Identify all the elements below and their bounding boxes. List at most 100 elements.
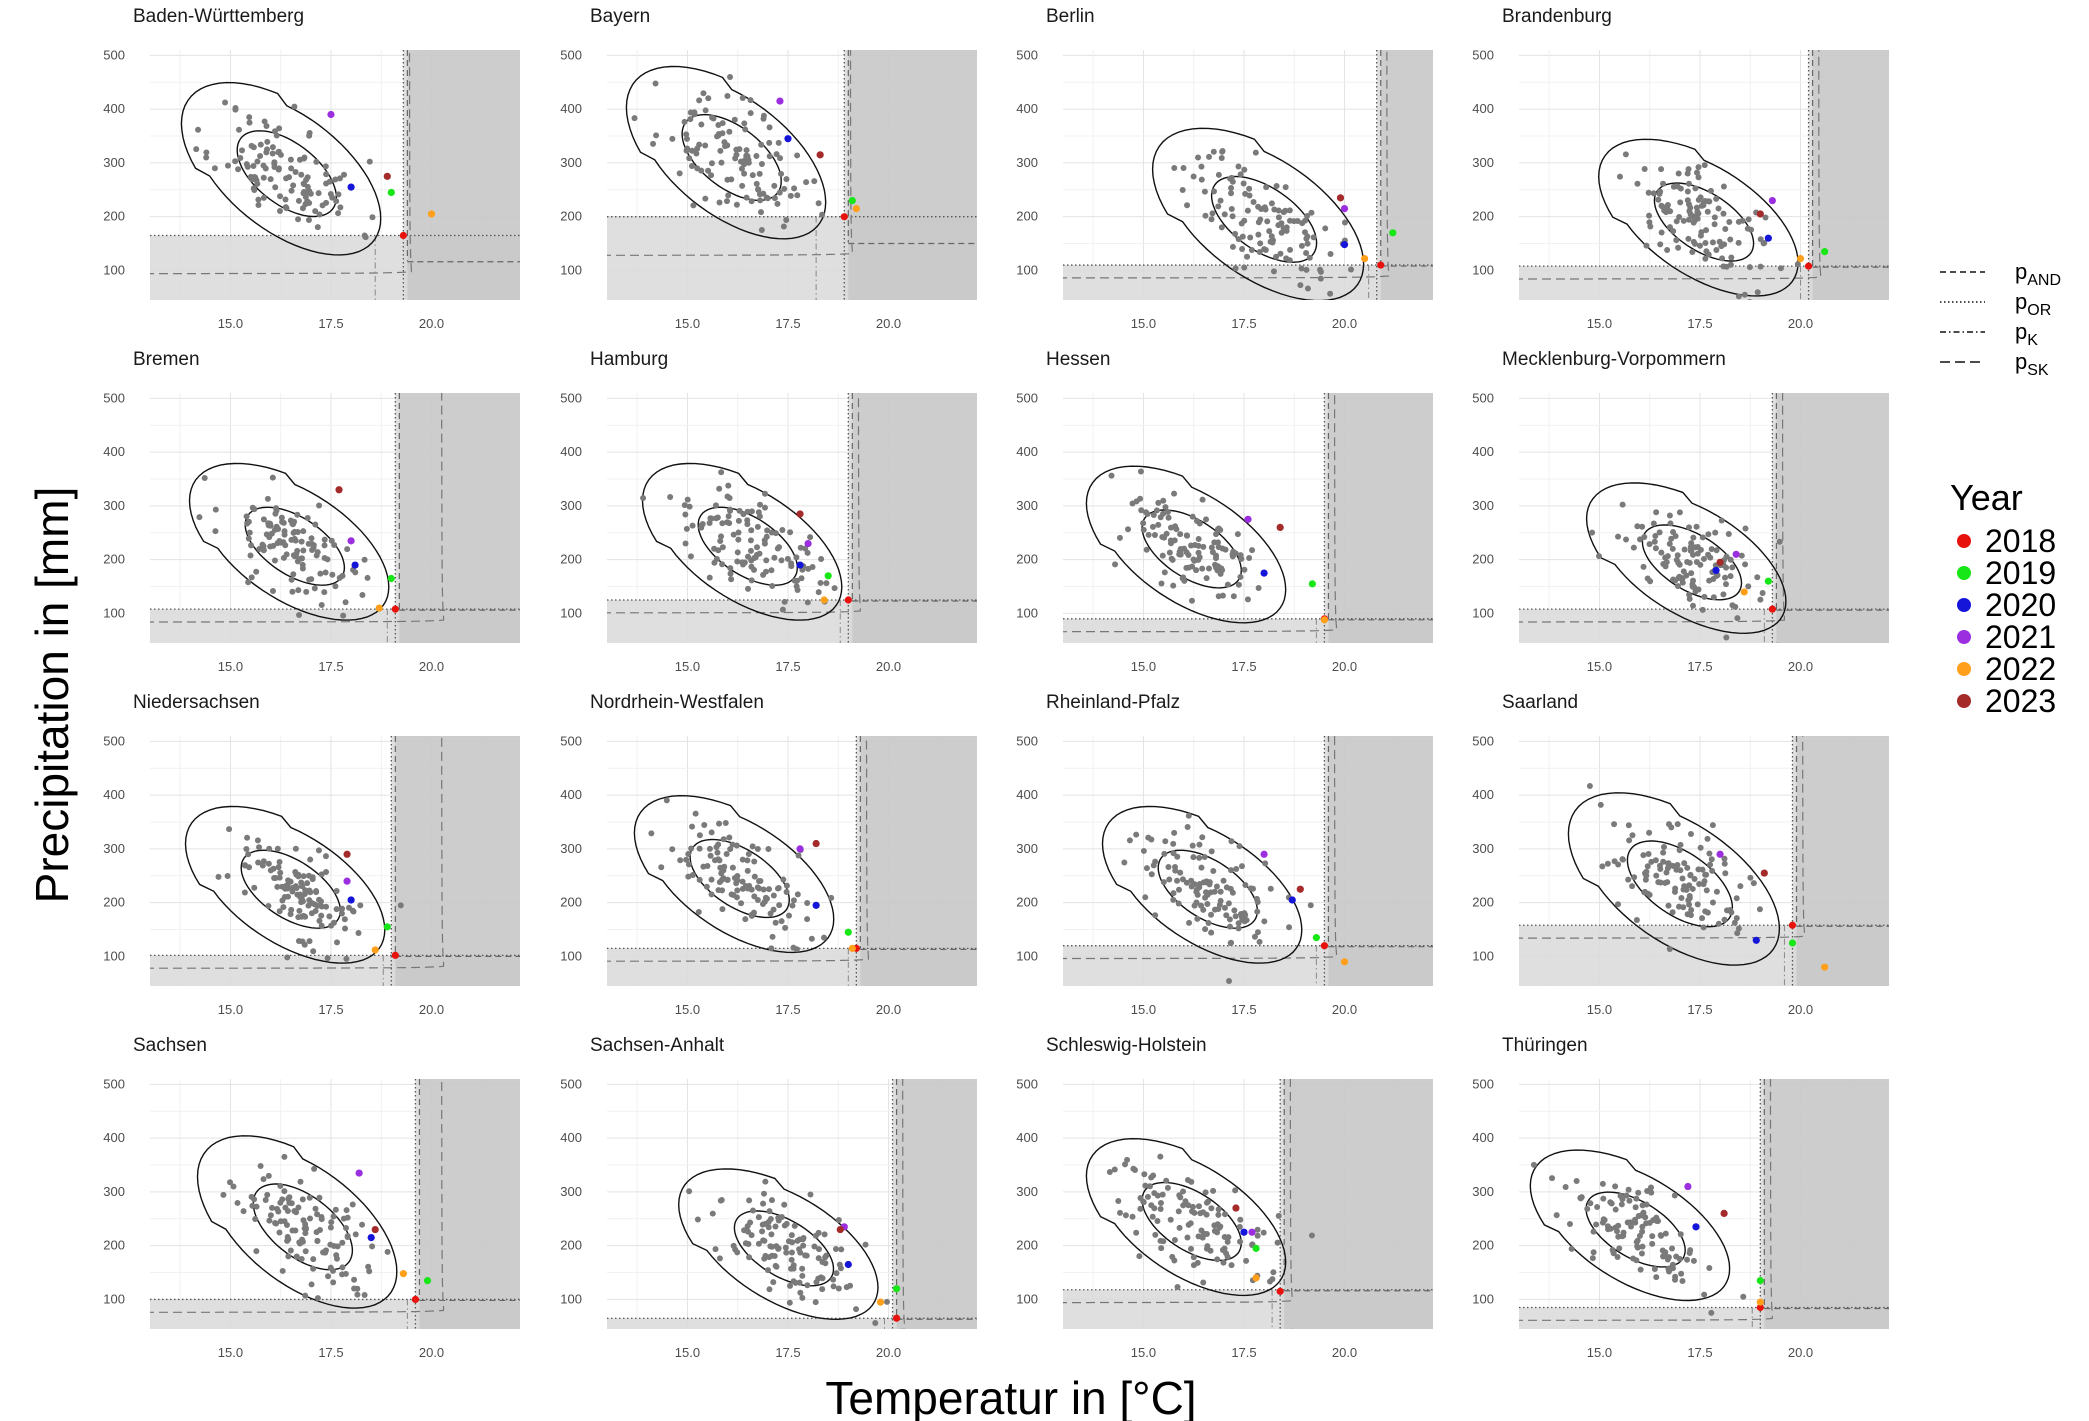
data-point xyxy=(772,530,779,537)
data-point xyxy=(302,1248,309,1255)
data-point xyxy=(324,556,331,563)
data-point xyxy=(1229,178,1236,185)
data-point xyxy=(369,214,376,221)
data-point xyxy=(1144,1193,1151,1200)
data-point xyxy=(739,182,746,189)
data-point xyxy=(1665,902,1672,909)
data-point xyxy=(789,1239,796,1246)
data-point xyxy=(1229,213,1236,220)
data-point xyxy=(744,1223,751,1230)
data-point xyxy=(1194,915,1201,922)
data-point xyxy=(1626,1197,1633,1204)
x-tick-label: 17.5 xyxy=(318,1002,343,1017)
data-point xyxy=(788,1256,795,1263)
historical-points xyxy=(631,73,826,234)
data-point xyxy=(335,191,342,198)
data-point xyxy=(1226,916,1233,923)
data-point xyxy=(1224,1238,1231,1245)
data-point xyxy=(650,140,657,147)
data-point xyxy=(288,536,295,543)
data-point xyxy=(364,574,371,581)
and-region xyxy=(1328,736,1433,986)
data-point xyxy=(759,900,766,907)
data-point xyxy=(1688,570,1695,577)
data-point xyxy=(241,862,248,869)
data-point xyxy=(276,908,283,915)
data-point xyxy=(696,141,703,148)
data-point xyxy=(1196,881,1203,888)
data-point xyxy=(1308,209,1315,216)
data-point xyxy=(1164,508,1171,515)
data-point xyxy=(690,202,697,209)
data-point xyxy=(1686,524,1693,531)
data-point xyxy=(1630,544,1637,551)
data-point xyxy=(1651,1265,1658,1272)
data-point xyxy=(724,493,731,500)
data-point xyxy=(1687,871,1694,878)
data-point xyxy=(349,1201,356,1208)
data-point xyxy=(1180,1188,1187,1195)
data-point xyxy=(1648,1189,1655,1196)
historical-points xyxy=(686,1178,890,1326)
data-point xyxy=(804,899,811,906)
data-point xyxy=(809,563,816,570)
data-point xyxy=(354,1291,361,1298)
data-point xyxy=(316,1194,323,1201)
linetype-legend-label: pOR xyxy=(2015,289,2051,319)
data-point xyxy=(1256,938,1263,945)
data-point xyxy=(1185,552,1192,559)
data-point xyxy=(1662,1249,1669,1256)
data-point xyxy=(1723,564,1730,571)
data-point xyxy=(1171,1237,1178,1244)
data-point xyxy=(1291,1328,1294,1329)
data-point xyxy=(1713,888,1720,895)
data-point xyxy=(1266,228,1273,235)
data-point xyxy=(332,1206,339,1213)
panel-title: Hessen xyxy=(1046,349,1110,370)
data-point xyxy=(1692,185,1699,192)
data-point xyxy=(1124,1156,1131,1163)
data-point xyxy=(1275,214,1282,221)
data-point xyxy=(764,527,771,534)
data-point xyxy=(1625,876,1632,883)
data-point xyxy=(1176,551,1183,558)
data-point xyxy=(1619,501,1626,508)
data-point xyxy=(1586,782,1593,789)
data-point xyxy=(1253,895,1260,902)
data-point xyxy=(1566,1220,1573,1227)
data-point xyxy=(742,916,749,923)
data-point xyxy=(727,565,734,572)
data-point xyxy=(768,1231,775,1238)
data-point xyxy=(705,167,712,174)
data-point xyxy=(1236,1223,1243,1230)
data-point xyxy=(1140,520,1147,527)
data-point xyxy=(252,1215,259,1222)
data-point xyxy=(1254,908,1261,915)
data-point xyxy=(693,150,700,157)
data-point xyxy=(872,1319,879,1326)
data-point xyxy=(751,858,758,865)
year-points xyxy=(1716,850,1829,971)
x-tick-label: 15.0 xyxy=(1131,1345,1156,1360)
data-point xyxy=(815,200,822,207)
data-point xyxy=(282,542,289,549)
data-point xyxy=(804,916,811,923)
data-point xyxy=(300,528,307,535)
data-point xyxy=(1209,210,1216,217)
data-point xyxy=(323,903,330,910)
y-tick-label: 300 xyxy=(1472,841,1494,856)
data-point xyxy=(803,1252,810,1259)
data-point xyxy=(755,1214,762,1221)
data-point xyxy=(1737,883,1744,890)
data-point xyxy=(1658,229,1665,236)
data-point xyxy=(759,1228,766,1235)
data-point xyxy=(317,898,324,905)
data-point xyxy=(196,514,203,521)
data-point xyxy=(741,120,748,127)
data-point xyxy=(750,909,757,916)
data-point xyxy=(1143,865,1150,872)
data-point xyxy=(775,139,782,146)
data-point xyxy=(306,576,313,583)
data-point xyxy=(788,1232,795,1239)
year-point-2019 xyxy=(1764,577,1772,585)
